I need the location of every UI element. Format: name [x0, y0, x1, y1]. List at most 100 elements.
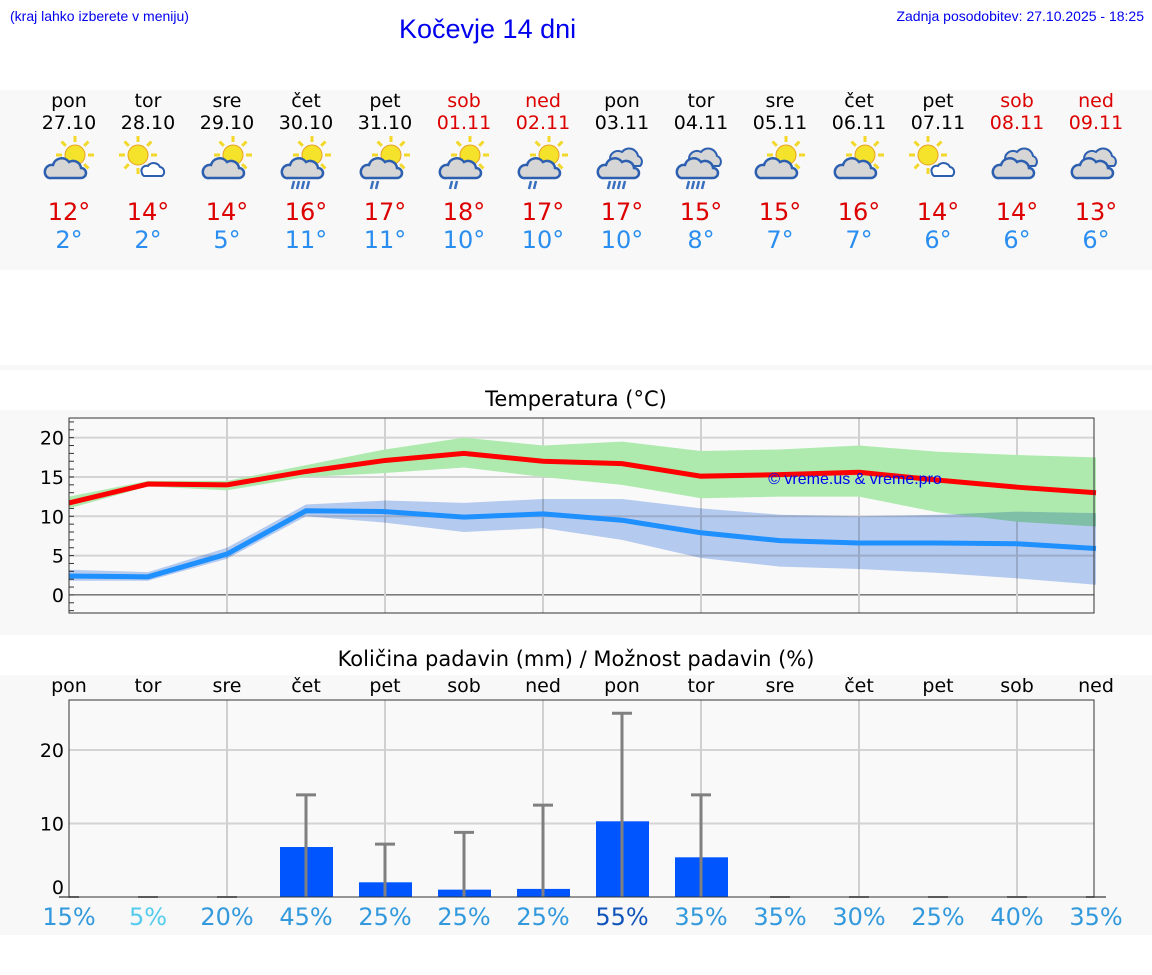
- min-temperature: 6°: [1003, 226, 1031, 254]
- day-date: 05.11: [752, 112, 808, 134]
- max-temperature: 17°: [600, 198, 644, 226]
- sun-ray: [218, 140, 225, 147]
- precip-probability: 55%: [595, 903, 649, 931]
- day-name: pet: [369, 90, 401, 112]
- weather-sun-cloud-rain-icon: [438, 136, 489, 190]
- cloud: [930, 162, 956, 177]
- precipitation-chart-title: Količina padavin (mm) / Možnost padavin …: [337, 647, 815, 671]
- min-temperature: 11°: [363, 226, 407, 254]
- day-name: sob: [1000, 90, 1034, 112]
- max-range-band: [69, 437, 1096, 527]
- sun-ray: [913, 163, 920, 170]
- max-temperature: 17°: [363, 198, 407, 226]
- precip-probability: 35%: [674, 903, 728, 931]
- max-temperature: 15°: [679, 198, 723, 226]
- last-updated: Zadnja posodobitev: 27.10.2025 - 18:25: [896, 8, 1144, 24]
- day-date: 06.11: [831, 112, 887, 134]
- precip-probability: 45%: [279, 903, 333, 931]
- plot-area: [69, 700, 1094, 897]
- min-temperature: 8°: [687, 226, 715, 254]
- precip-probability: 30%: [832, 903, 886, 931]
- day-name: sre: [212, 90, 242, 112]
- weather-sun-cloud-rain-icon: [517, 136, 568, 190]
- rain-drop: [300, 180, 306, 190]
- min-temperature: 7°: [766, 226, 794, 254]
- weather-sun-small-cloud-icon: [909, 136, 956, 177]
- max-temperature: 12°: [47, 198, 91, 226]
- sun: [917, 144, 939, 166]
- sun-ray: [936, 140, 943, 147]
- weather-cloud-icon: [991, 147, 1038, 180]
- day-date: 07.11: [910, 112, 966, 134]
- max-temperature: 14°: [995, 198, 1039, 226]
- x-day-label: sob: [1000, 675, 1034, 697]
- max-temperature: 17°: [521, 198, 565, 226]
- sun-ray: [83, 140, 90, 147]
- sun-ray: [123, 140, 130, 147]
- cloud: [1070, 157, 1115, 180]
- sun-ray: [60, 140, 67, 147]
- sun-ray: [320, 140, 327, 147]
- day-date: 01.11: [436, 112, 492, 134]
- day-date: 28.10: [120, 112, 176, 134]
- day-name: čet: [844, 90, 874, 112]
- precip-probability: 20%: [200, 903, 254, 931]
- cloud: [359, 157, 404, 180]
- x-day-label: sre: [212, 675, 242, 697]
- sun-ray: [297, 140, 304, 147]
- day-date: 04.11: [673, 112, 729, 134]
- max-temperature: 16°: [284, 198, 328, 226]
- precip-probability: 35%: [753, 903, 807, 931]
- day-date: 03.11: [594, 112, 650, 134]
- cloud: [140, 162, 166, 177]
- sun-ray: [873, 163, 880, 170]
- day-date: 31.10: [357, 112, 413, 134]
- y-tick-label: 0: [52, 585, 64, 607]
- x-day-label: pet: [922, 675, 954, 697]
- x-day-label: tor: [134, 675, 162, 697]
- rain-drop: [290, 180, 296, 190]
- day-date: 08.11: [989, 112, 1045, 134]
- weather-sun-small-cloud-icon: [119, 136, 166, 177]
- cloud: [754, 157, 799, 180]
- x-day-label: čet: [844, 675, 874, 697]
- weather-cloud-heavy-rain-icon: [596, 147, 643, 190]
- rain-drop: [453, 180, 459, 190]
- precip-probability: 25%: [911, 903, 965, 931]
- min-temperature: 5°: [213, 226, 241, 254]
- sun-ray: [241, 163, 248, 170]
- day-name: sre: [765, 90, 795, 112]
- cloud: [991, 157, 1036, 180]
- day-date: 09.11: [1068, 112, 1124, 134]
- x-day-label: ned: [525, 675, 561, 697]
- sun-ray: [123, 163, 130, 170]
- rain-drop: [369, 180, 375, 190]
- day-date: 02.11: [515, 112, 571, 134]
- min-temperature: 10°: [600, 226, 644, 254]
- sun-ray: [83, 163, 90, 170]
- rain-drop: [606, 180, 612, 190]
- y-tick-label: 10: [40, 814, 64, 836]
- rain-drop: [527, 180, 533, 190]
- day-name: ned: [525, 90, 561, 112]
- rain-drop: [616, 180, 622, 190]
- precip-probability: 25%: [358, 903, 412, 931]
- rain-drop: [611, 180, 617, 190]
- day-name: tor: [134, 90, 162, 112]
- cloud: [280, 157, 325, 180]
- weather-cloud-icon: [1070, 147, 1117, 180]
- precip-probability: 15%: [42, 903, 96, 931]
- sun-ray: [913, 140, 920, 147]
- day-name: ned: [1078, 90, 1114, 112]
- cloud: [596, 157, 641, 180]
- rain-drop: [621, 180, 627, 190]
- precip-probability: 25%: [516, 903, 570, 931]
- forecast-strip: [0, 90, 1152, 270]
- day-date: 29.10: [199, 112, 255, 134]
- min-temperature: 7°: [845, 226, 873, 254]
- day-name: čet: [291, 90, 321, 112]
- x-day-label: sre: [765, 675, 795, 697]
- x-day-label: pon: [604, 675, 640, 697]
